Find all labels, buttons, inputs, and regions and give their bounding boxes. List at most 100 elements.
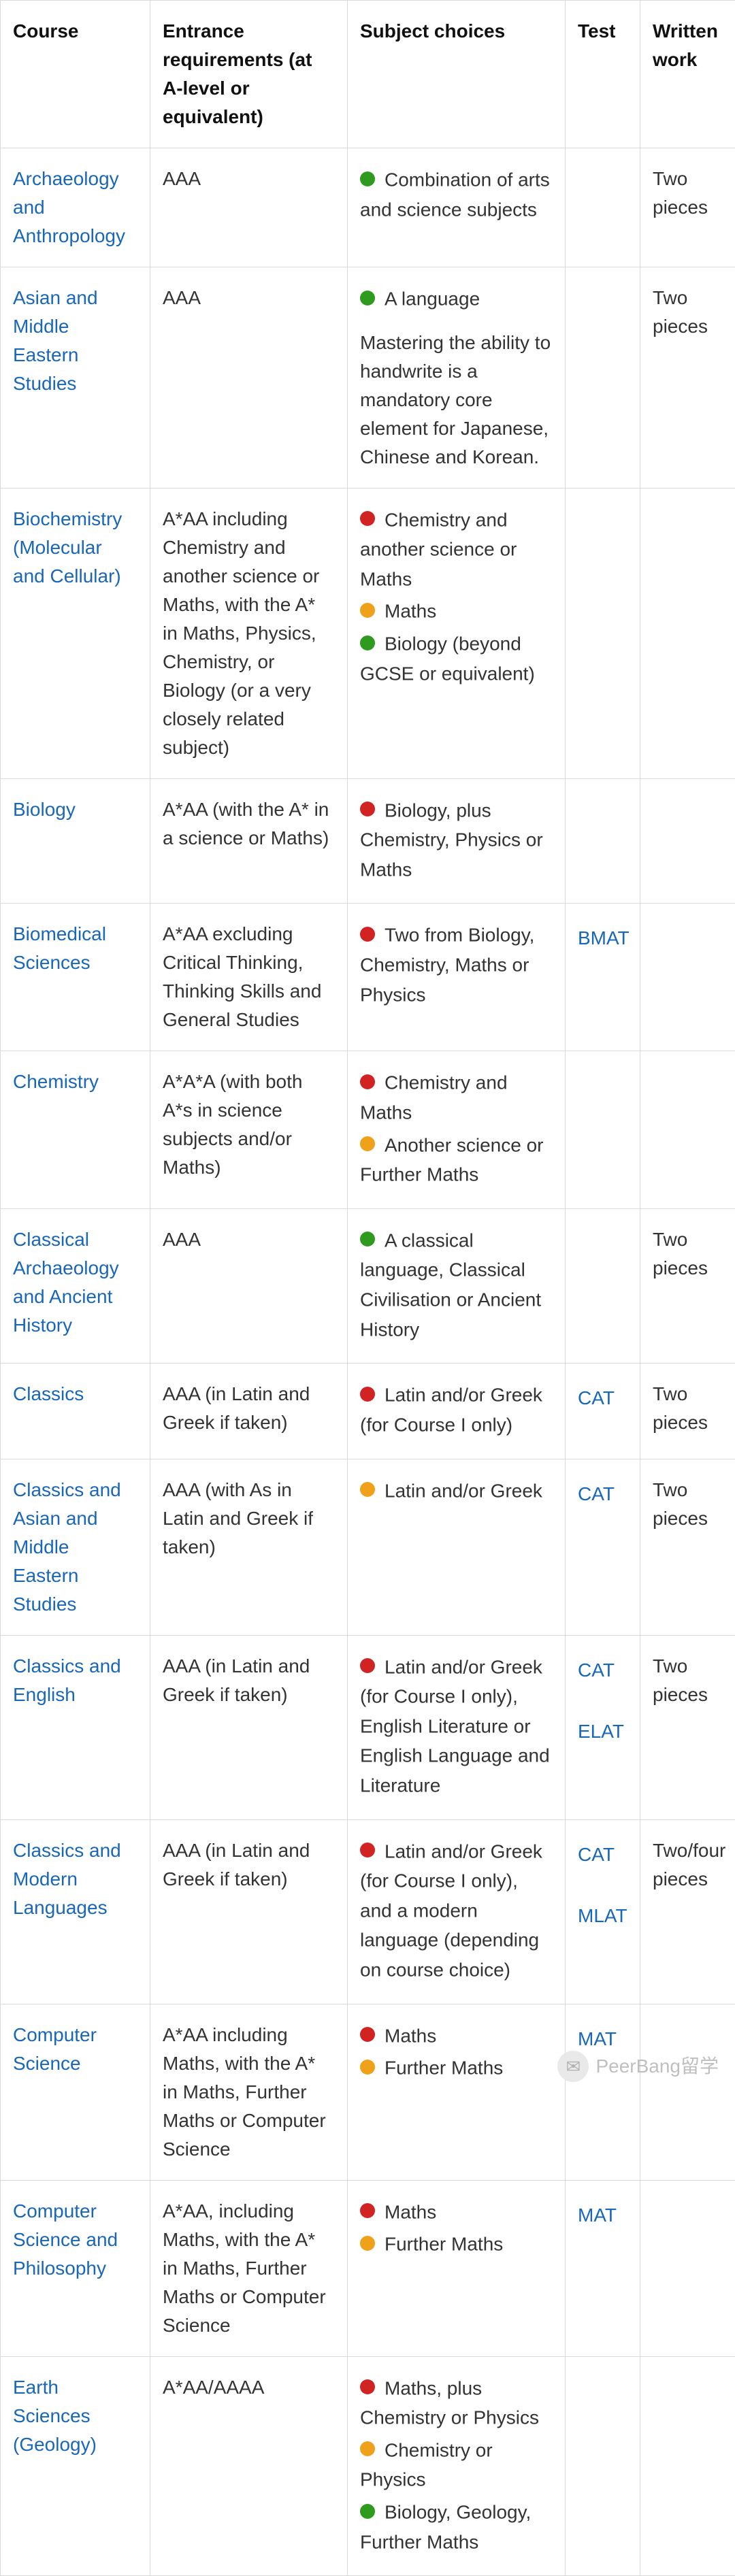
course-link[interactable]: Archaeology and Anthropology — [13, 168, 125, 246]
header-work: Written work — [640, 1, 735, 148]
subject-line: Latin and/or Greek (for Course I only), … — [360, 1652, 553, 1800]
requirements-cell: AAA (in Latin and Greek if taken) — [150, 1635, 348, 1819]
subject-line: Biology, plus Chemistry, Physics or Math… — [360, 795, 553, 885]
written-work-cell — [640, 1051, 735, 1208]
subject-text: A classical language, Classical Civilisa… — [360, 1229, 541, 1340]
test-link[interactable]: CAT — [578, 1483, 615, 1504]
subject-text: Further Maths — [385, 2234, 503, 2255]
course-link[interactable]: Chemistry — [13, 1071, 99, 1092]
header-requirements: Entrance requirements (at A-level or equ… — [150, 1, 348, 148]
subject-line: A language — [360, 284, 553, 314]
subjects-cell: MathsFurther Maths — [348, 2180, 566, 2356]
subject-line: Maths, plus Chemistry or Physics — [360, 2373, 553, 2432]
subject-line: Biology (beyond GCSE or equivalent) — [360, 629, 553, 688]
test-cell — [566, 1208, 640, 1363]
subject-line: Latin and/or Greek (for Course I only), … — [360, 1836, 553, 1985]
subject-text: Latin and/or Greek (for Course I only), … — [360, 1656, 550, 1796]
course-link[interactable]: Computer Science and Philosophy — [13, 2200, 118, 2279]
subject-note: Mastering the ability to handwrite is a … — [360, 329, 553, 472]
table-row: Classical Archaeology and Ancient Histor… — [1, 1208, 735, 1363]
header-test: Test — [566, 1, 640, 148]
orange-dot-icon — [360, 1482, 375, 1497]
test-cell — [566, 2356, 640, 2576]
subject-line: Chemistry and Maths — [360, 1068, 553, 1127]
subject-text: Biology, plus Chemistry, Physics or Math… — [360, 799, 543, 880]
subject-text: Chemistry and another science or Maths — [360, 509, 517, 589]
subjects-cell: Chemistry and another science or MathsMa… — [348, 488, 566, 778]
test-link[interactable]: ELAT — [578, 1721, 624, 1742]
orange-dot-icon — [360, 2236, 375, 2251]
requirements-cell: A*AA excluding Critical Thinking, Thinki… — [150, 904, 348, 1051]
written-work-cell — [640, 778, 735, 904]
subject-line: Latin and/or Greek (for Course I only) — [360, 1380, 553, 1439]
subjects-cell: Biology, plus Chemistry, Physics or Math… — [348, 778, 566, 904]
subject-line: Biology, Geology, Further Maths — [360, 2497, 553, 2556]
course-link[interactable]: Classical Archaeology and Ancient Histor… — [13, 1229, 119, 1336]
subject-text: Combination of arts and science subjects — [360, 169, 550, 220]
table-row: ClassicsAAA (in Latin and Greek if taken… — [1, 1364, 735, 1459]
subject-line: A classical language, Classical Civilisa… — [360, 1225, 553, 1344]
subject-text: Two from Biology, Chemistry, Maths or Ph… — [360, 925, 534, 1005]
table-row: Computer Science A*AA including Maths, wi… — [1, 2004, 735, 2180]
test-link[interactable]: MAT — [578, 2205, 617, 2226]
test-link[interactable]: CAT — [578, 1659, 615, 1681]
table-row: Asian and Middle Eastern Studies AAAA la… — [1, 267, 735, 489]
red-dot-icon — [360, 2027, 375, 2042]
table-row: Classics and English AAA (in Latin and Gr… — [1, 1635, 735, 1819]
table-row: Biomedical Sciences A*AA excluding Critic… — [1, 904, 735, 1051]
orange-dot-icon — [360, 2060, 375, 2075]
requirements-cell: A*AA/AAAA — [150, 2356, 348, 2576]
requirements-cell: A*A*A (with both A*s in science subjects… — [150, 1051, 348, 1208]
requirements-cell: A*AA, including Maths, with the A* in Ma… — [150, 2180, 348, 2356]
test-link[interactable]: BMAT — [578, 927, 630, 948]
test-link[interactable]: MAT — [578, 2028, 617, 2049]
subjects-cell: Chemistry and MathsAnother science or Fu… — [348, 1051, 566, 1208]
table-row: Biochemistry (Molecular and Cellular) A*A… — [1, 488, 735, 778]
requirements-cell: A*AA including Chemistry and another sci… — [150, 488, 348, 778]
test-cell: MAT — [566, 2180, 640, 2356]
test-link[interactable]: MLAT — [578, 1905, 627, 1926]
course-link[interactable]: Biochemistry (Molecular and Cellular) — [13, 508, 122, 587]
written-work-cell — [640, 2356, 735, 2576]
subjects-cell: Latin and/or Greek (for Course I only), … — [348, 1819, 566, 2004]
test-link[interactable]: CAT — [578, 1387, 615, 1408]
subjects-cell: A language Mastering the ability to handw… — [348, 267, 566, 489]
written-work-cell: Two pieces — [640, 267, 735, 489]
course-link[interactable]: Computer Science — [13, 2024, 97, 2074]
requirements-cell: AAA — [150, 267, 348, 489]
subject-line: Maths — [360, 2021, 553, 2051]
table-row: Classics and Asian and Middle Eastern St… — [1, 1459, 735, 1635]
requirements-cell: AAA (with As in Latin and Greek if taken… — [150, 1459, 348, 1635]
table-row: Chemistry A*A*A (with both A*s in science… — [1, 1051, 735, 1208]
course-link[interactable]: Biology — [13, 799, 76, 820]
written-work-cell — [640, 2180, 735, 2356]
subject-text: Latin and/or Greek — [385, 1480, 542, 1501]
course-link[interactable]: Classics and Modern Languages — [13, 1840, 121, 1918]
written-work-cell: Two pieces — [640, 1635, 735, 1819]
requirements-cell: AAA — [150, 1208, 348, 1363]
requirements-cell: A*AA including Maths, with the A* in Mat… — [150, 2004, 348, 2180]
orange-dot-icon — [360, 2441, 375, 2456]
course-link[interactable]: Biomedical Sciences — [13, 923, 106, 973]
table-row: Archaeology and AnthropologyAAACombinati… — [1, 148, 735, 267]
subject-text: Biology (beyond GCSE or equivalent) — [360, 633, 535, 684]
red-dot-icon — [360, 1658, 375, 1673]
written-work-cell: Two/four pieces — [640, 1819, 735, 2004]
course-link[interactable]: Asian and Middle Eastern Studies — [13, 287, 98, 394]
course-link[interactable]: Classics and English — [13, 1655, 121, 1705]
subjects-cell: Combination of arts and science subjects — [348, 148, 566, 267]
table-row: Biology A*AA (with the A* in a science or… — [1, 778, 735, 904]
written-work-cell: Two pieces — [640, 148, 735, 267]
subject-text: Chemistry or Physics — [360, 2439, 493, 2490]
course-link[interactable]: Earth Sciences (Geology) — [13, 2377, 97, 2455]
course-link[interactable]: Classics and Asian and Middle Eastern St… — [13, 1479, 121, 1615]
header-course: Course — [1, 1, 150, 148]
table-row: Classics and Modern LanguagesAAA (in Lat… — [1, 1819, 735, 2004]
test-cell — [566, 267, 640, 489]
subjects-cell: Latin and/or Greek — [348, 1459, 566, 1635]
green-dot-icon — [360, 1232, 375, 1246]
test-link[interactable]: CAT — [578, 1844, 615, 1865]
course-link[interactable]: Classics — [13, 1383, 84, 1404]
written-work-cell: Two pieces — [640, 1208, 735, 1363]
requirements-cell: A*AA (with the A* in a science or Maths) — [150, 778, 348, 904]
